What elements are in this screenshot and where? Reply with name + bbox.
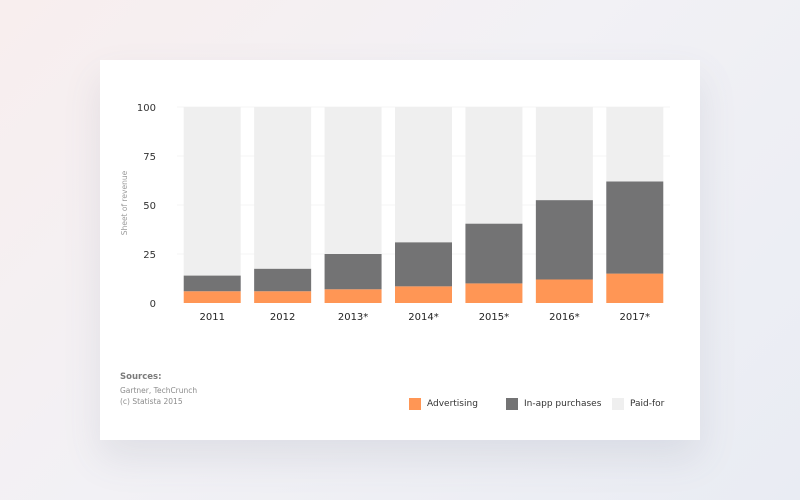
legend-label: Advertising (427, 399, 478, 409)
bar-segment-in-app-purchases-0 (183, 275, 241, 292)
bar-segment-advertising-5 (535, 279, 593, 303)
bar-segment-in-app-purchases-3 (395, 242, 452, 287)
bar-segment-advertising-6 (606, 273, 664, 303)
x-tick-label: 2012 (270, 312, 295, 323)
bar-segment-in-app-purchases-6 (606, 181, 664, 274)
legend-swatch (506, 398, 518, 410)
bar-segment-in-app-purchases-4 (465, 223, 523, 284)
sources-line-1: Gartner, TechCrunch (120, 386, 198, 395)
x-tick-label: 2013* (338, 312, 368, 323)
bar-segment-advertising-0 (183, 291, 241, 303)
x-tick-label: 2016* (549, 312, 579, 323)
legend-label: In-app purchases (524, 399, 602, 409)
legend-label: Paid-for (630, 399, 665, 409)
bar-segment-paid-for-5 (535, 107, 593, 201)
x-tick-label: 2015* (479, 312, 509, 323)
bar-segment-paid-for-3 (395, 107, 452, 243)
legend-swatch (612, 398, 624, 410)
y-tick-label: 75 (143, 152, 156, 163)
x-tick-label: 2017* (620, 312, 650, 323)
y-tick-label: 25 (143, 250, 156, 261)
bar-segment-advertising-4 (465, 283, 523, 303)
sources-title: Sources: (120, 372, 162, 382)
bar-segment-in-app-purchases-2 (324, 254, 382, 290)
y-tick-label: 50 (143, 201, 156, 212)
x-axis-ticks: 2011 2012 2013* 2014* 2015* 2016* 2017* (199, 312, 650, 323)
y-tick-label: 0 (150, 299, 156, 310)
chart-card: 0 25 50 75 100 2011 2012 2013* 2014* 2015* 2016* 2… (100, 60, 700, 440)
x-tick-label: 2011 (199, 312, 224, 323)
bar-segment-advertising-3 (395, 286, 452, 303)
x-tick-label: 2014* (408, 312, 438, 323)
bar-segment-paid-for-6 (606, 107, 664, 182)
bar-segment-paid-for-4 (465, 107, 523, 224)
y-tick-label: 100 (137, 103, 156, 114)
sources-block: Sources: Gartner, TechCrunch (c) Statist… (120, 372, 197, 407)
bar-segment-paid-for-1 (254, 107, 312, 269)
bar-segment-in-app-purchases-1 (254, 268, 312, 292)
bar-segment-paid-for-0 (183, 107, 241, 276)
legend-item-in-app-purchases: In-app purchases (506, 398, 601, 410)
bar-segment-in-app-purchases-5 (535, 200, 593, 280)
y-axis-label: Sheet of revenue (120, 170, 129, 235)
legend-swatch (409, 398, 421, 410)
bar-segment-advertising-1 (254, 291, 312, 303)
sources-line-2: (c) Statista 2015 (120, 397, 183, 406)
legend: Advertising In-app purchases Paid-for (409, 398, 681, 412)
legend-item-advertising: Advertising (409, 398, 478, 410)
bars (183, 107, 664, 303)
legend-item-paid-for: Paid-for (612, 398, 664, 410)
bar-segment-paid-for-2 (324, 107, 382, 254)
y-axis-ticks: 0 25 50 75 100 (137, 103, 156, 310)
bar-segment-advertising-2 (324, 289, 382, 303)
